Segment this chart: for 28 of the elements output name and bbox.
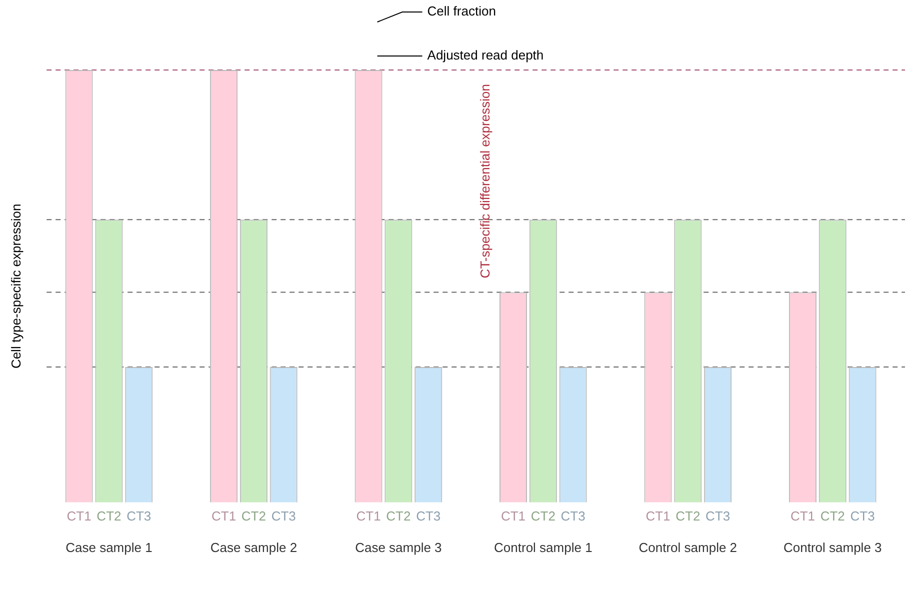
text: CT2 — [676, 508, 700, 524]
text: Cell fraction — [427, 4, 496, 19]
text: CT3 — [271, 508, 296, 524]
text: CT2 — [241, 508, 266, 524]
text: CT1 — [646, 508, 670, 524]
series-label: CT3 — [126, 508, 152, 524]
text: CT2 — [386, 508, 411, 524]
x-tick-label: Control sample 3 — [783, 540, 882, 555]
series-label: CT2 — [96, 508, 122, 524]
x-tick-label: Case sample 1 — [66, 540, 152, 555]
x-tick-label: Control sample 1 — [494, 540, 592, 555]
text: CT1 — [212, 508, 236, 524]
y-axis-title: Cell type-specific expression — [8, 204, 24, 369]
x-tick-label: Case sample 2 — [210, 540, 298, 555]
text: CT1 — [356, 508, 381, 524]
text: CT2 — [820, 508, 845, 524]
text: CT3 — [560, 508, 586, 524]
x-tick-label: Case sample 3 — [355, 540, 442, 555]
text: CT3 — [850, 508, 875, 524]
series-label: CT1 — [66, 508, 92, 524]
text: CT1 — [790, 508, 816, 524]
text: CT2 — [530, 508, 556, 524]
text: Adjusted read depth — [427, 48, 544, 63]
x-tick-label: Control sample 2 — [638, 540, 738, 555]
text: CT3 — [706, 508, 730, 524]
annotation: CT-specific differential expression — [477, 84, 492, 278]
text: CT3 — [416, 508, 441, 524]
text: CT1 — [500, 508, 526, 524]
